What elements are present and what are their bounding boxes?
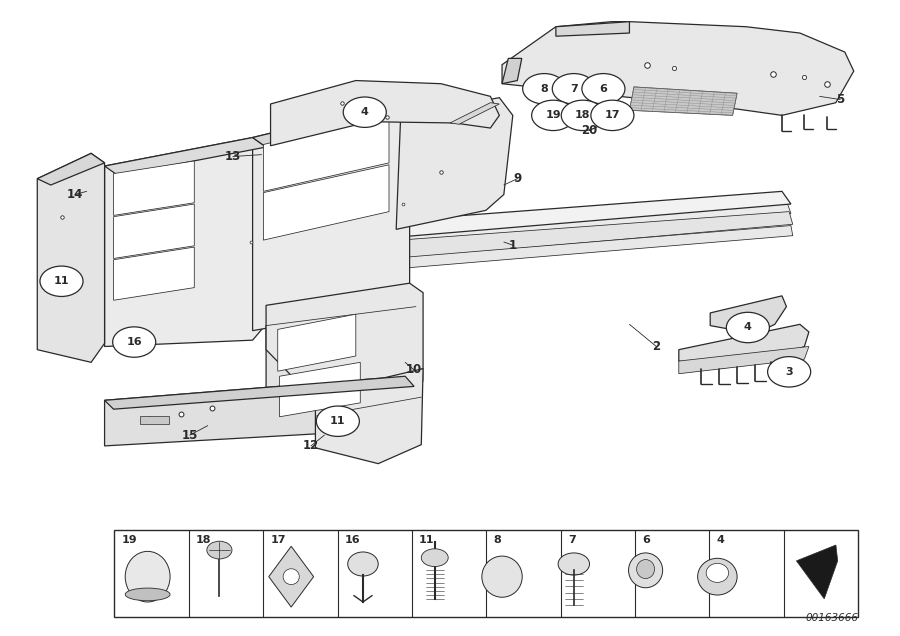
Polygon shape	[280, 191, 791, 244]
Circle shape	[316, 406, 359, 436]
Text: 19: 19	[545, 111, 561, 120]
Ellipse shape	[698, 558, 737, 595]
Ellipse shape	[421, 549, 448, 567]
Polygon shape	[629, 87, 737, 115]
Polygon shape	[264, 115, 389, 191]
Text: 8: 8	[540, 84, 548, 93]
Polygon shape	[266, 283, 423, 406]
Text: 15: 15	[182, 429, 198, 441]
Polygon shape	[113, 161, 194, 216]
Circle shape	[562, 100, 604, 130]
Polygon shape	[284, 201, 791, 254]
Ellipse shape	[558, 553, 590, 575]
Text: 11: 11	[54, 276, 69, 286]
Ellipse shape	[284, 569, 300, 584]
Polygon shape	[113, 247, 194, 300]
Polygon shape	[113, 204, 194, 258]
Ellipse shape	[628, 553, 662, 588]
Circle shape	[112, 327, 156, 357]
Circle shape	[553, 74, 596, 104]
FancyBboxPatch shape	[140, 416, 169, 424]
Text: 18: 18	[196, 536, 211, 545]
Text: 14: 14	[67, 188, 83, 201]
Circle shape	[582, 74, 625, 104]
Polygon shape	[278, 314, 356, 371]
Polygon shape	[266, 305, 410, 433]
Polygon shape	[264, 165, 389, 240]
Text: 4: 4	[361, 107, 369, 117]
Text: 19: 19	[122, 536, 137, 545]
Polygon shape	[315, 369, 423, 416]
Polygon shape	[298, 226, 793, 277]
Circle shape	[591, 100, 634, 130]
Polygon shape	[280, 363, 360, 417]
Text: 5: 5	[836, 93, 844, 106]
Polygon shape	[502, 59, 522, 84]
Text: 3: 3	[786, 367, 793, 377]
Text: 17: 17	[605, 111, 620, 120]
Text: 7: 7	[570, 84, 578, 93]
Text: 16: 16	[345, 536, 360, 545]
Polygon shape	[396, 98, 513, 230]
Ellipse shape	[347, 552, 378, 576]
Text: 20: 20	[580, 124, 598, 137]
Ellipse shape	[125, 588, 170, 601]
Circle shape	[768, 357, 811, 387]
Polygon shape	[253, 102, 410, 331]
Polygon shape	[556, 22, 629, 36]
Polygon shape	[104, 377, 414, 409]
Text: 18: 18	[575, 111, 590, 120]
Polygon shape	[502, 22, 854, 115]
Text: 12: 12	[302, 439, 320, 452]
Polygon shape	[37, 153, 104, 185]
Circle shape	[532, 100, 575, 130]
Text: 1: 1	[508, 238, 517, 252]
Polygon shape	[37, 153, 104, 363]
Ellipse shape	[482, 556, 522, 597]
Text: 10: 10	[406, 363, 422, 377]
Text: 6: 6	[643, 536, 650, 545]
Polygon shape	[450, 102, 500, 124]
Text: 8: 8	[493, 536, 501, 545]
Text: 16: 16	[126, 337, 142, 347]
Text: 13: 13	[225, 150, 241, 163]
Ellipse shape	[706, 563, 729, 583]
Polygon shape	[679, 347, 809, 374]
Text: 17: 17	[270, 536, 286, 545]
Text: 11: 11	[330, 416, 346, 426]
Text: 4: 4	[744, 322, 752, 333]
Polygon shape	[104, 137, 266, 347]
Polygon shape	[710, 296, 787, 334]
Polygon shape	[271, 81, 500, 146]
Text: 7: 7	[568, 536, 576, 545]
Ellipse shape	[636, 560, 654, 579]
Polygon shape	[104, 377, 414, 446]
Circle shape	[40, 266, 83, 296]
Circle shape	[523, 74, 566, 104]
Circle shape	[343, 97, 386, 127]
Ellipse shape	[207, 541, 232, 559]
Text: 2: 2	[652, 340, 661, 353]
Polygon shape	[269, 546, 313, 607]
Polygon shape	[253, 102, 410, 147]
Text: 9: 9	[513, 172, 521, 185]
Text: 6: 6	[599, 84, 608, 93]
Polygon shape	[287, 212, 793, 265]
Polygon shape	[679, 324, 809, 369]
Text: 11: 11	[419, 536, 435, 545]
Ellipse shape	[125, 551, 170, 602]
Circle shape	[726, 312, 770, 343]
Text: 00163666: 00163666	[806, 613, 859, 623]
Text: 4: 4	[716, 536, 725, 545]
FancyBboxPatch shape	[114, 530, 859, 617]
Polygon shape	[796, 545, 838, 599]
Polygon shape	[104, 137, 266, 176]
Polygon shape	[315, 369, 423, 464]
